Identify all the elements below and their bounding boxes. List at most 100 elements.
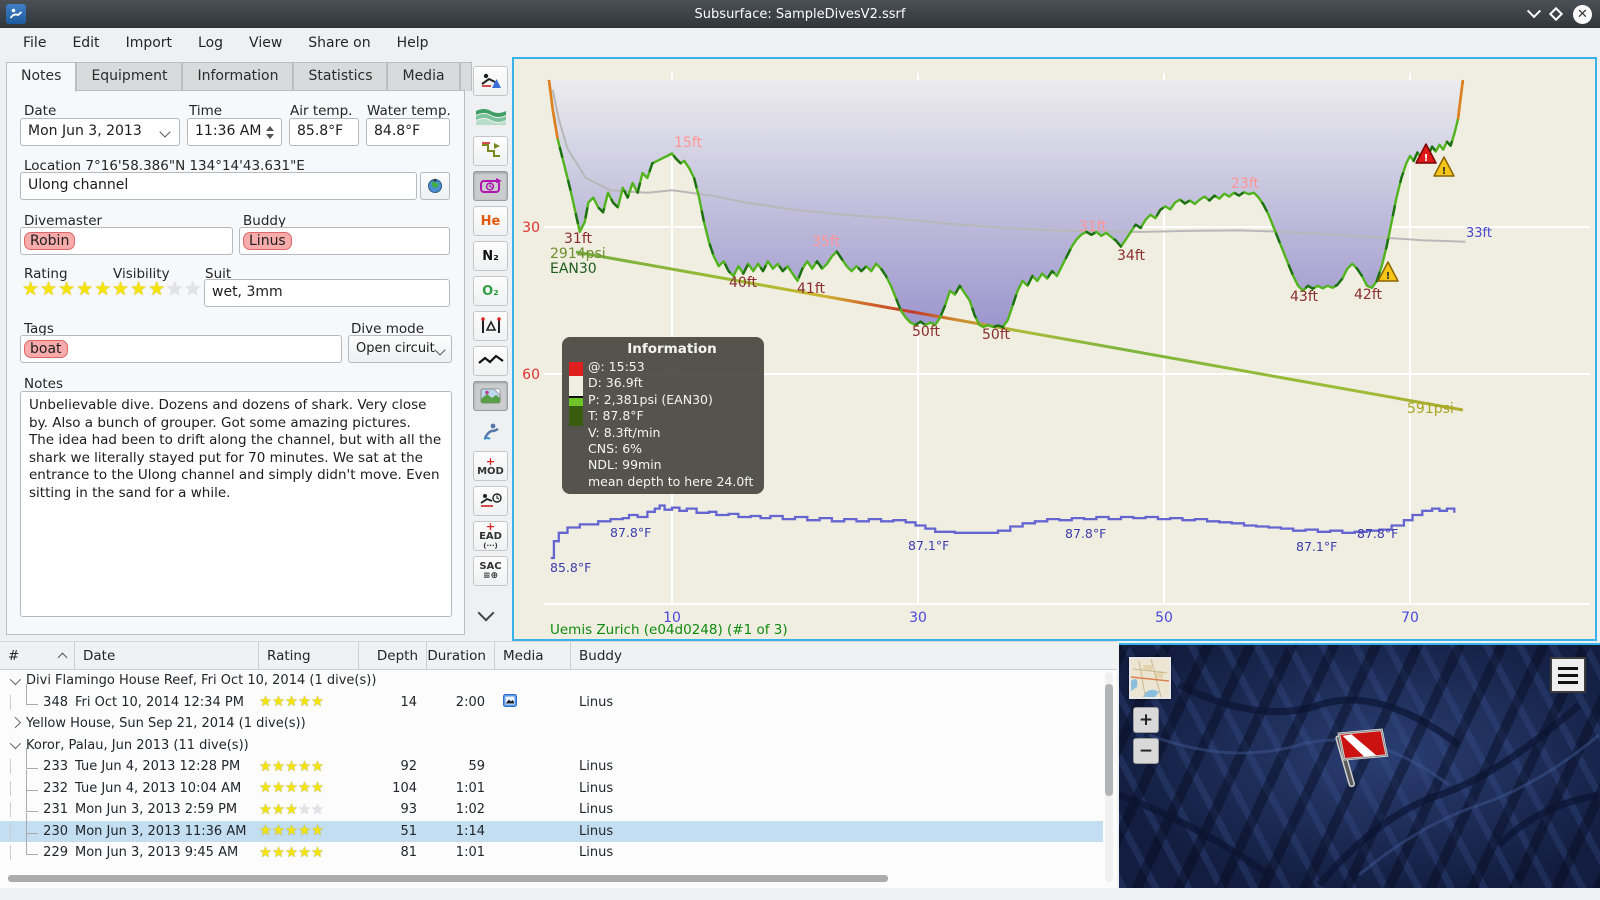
tab-equipment[interactable]: Equipment	[76, 62, 183, 91]
sort-ascending-icon	[57, 652, 68, 662]
close-button[interactable]: ✕	[1573, 4, 1592, 24]
dive-row-230[interactable]: 230 Mon Jun 3, 2013 11:36 AM ★★★★★ 51 1:14 Li…	[0, 812, 1103, 842]
notes-textarea[interactable]: Unbelievable dive. Dozens and dozens of …	[20, 391, 452, 617]
trip-row[interactable]: Koror, Palau, Jun 2013 (11 dive(s))	[0, 735, 1103, 757]
menu-item-edit[interactable]: Edit	[72, 34, 100, 51]
toolbar-scroll-down-icon[interactable]	[477, 604, 495, 622]
dc-reported-ceiling-button[interactable]	[473, 171, 508, 201]
tab-statistics[interactable]: Statistics	[293, 62, 388, 91]
show-photos-button[interactable]	[473, 381, 508, 411]
tab-media[interactable]: Media	[387, 62, 460, 91]
menu-item-import[interactable]: Import	[125, 34, 173, 51]
svg-text:35ft: 35ft	[812, 234, 840, 250]
dive-number: 231	[0, 791, 75, 818]
map-ridges	[1119, 681, 1600, 888]
map-globe-button[interactable]	[420, 172, 450, 200]
trip-row[interactable]: Divi Flamingo House Reef, Fri Oct 10, 20…	[0, 670, 1103, 692]
collapse-icon[interactable]	[9, 673, 22, 685]
n2-graph-button[interactable]: N₂	[473, 241, 508, 271]
watertemp-field[interactable]: 84.8°F	[366, 118, 450, 146]
svg-text:34ft: 34ft	[1117, 248, 1145, 264]
menu-item-view[interactable]: View	[249, 34, 283, 51]
expand-icon[interactable]	[9, 716, 22, 728]
column-header-date[interactable]: Date	[75, 642, 259, 669]
info-row: V: 8.3ft/min	[588, 424, 661, 440]
buddy-tag: Linus	[243, 232, 292, 250]
svg-text:30: 30	[909, 610, 927, 626]
map-zoom-out-button[interactable]: −	[1133, 738, 1159, 764]
maximize-button[interactable]	[1548, 6, 1564, 22]
dive-flag-marker[interactable]	[1319, 703, 1399, 793]
divelist-vscroll-handle[interactable]	[1105, 684, 1113, 796]
menu-item-file[interactable]: File	[23, 34, 47, 51]
time-spinner[interactable]	[266, 126, 274, 139]
tab-e[interactable]: E	[459, 62, 472, 91]
notes-tab-content: Date Mon Jun 3, 2013 Time 11:36 AM Air t…	[6, 90, 465, 635]
dive-row-231[interactable]: 231 Mon Jun 3, 2013 2:59 PM ★★★★★ 93 1:02 Lin…	[0, 791, 1103, 821]
svg-text:!: !	[1424, 153, 1429, 164]
svg-text:30: 30	[522, 220, 540, 236]
svg-text:42ft: 42ft	[1354, 287, 1382, 303]
menu-bar: File Edit Import Log View Share on Help	[0, 28, 1600, 57]
divelist-hscroll-handle[interactable]	[8, 875, 888, 882]
date-field[interactable]: Mon Jun 3, 2013	[20, 118, 180, 146]
dive-duration: 1:01	[455, 780, 485, 796]
tags-field[interactable]: boat	[20, 335, 342, 363]
scenery-waves-icon[interactable]	[473, 101, 508, 131]
divemaster-label: Divemaster	[24, 213, 103, 229]
he-graph-button[interactable]: He	[473, 206, 508, 236]
dive-row-229[interactable]: 229 Mon Jun 3, 2013 9:45 AM ★★★★★ 81 1:01 Lin…	[0, 834, 1103, 864]
menu-item-help[interactable]: Help	[396, 34, 429, 51]
buddy-field[interactable]: Linus	[239, 227, 450, 255]
dc-ceiling-button[interactable]	[473, 136, 508, 166]
svg-text:!: !	[1442, 166, 1447, 177]
trip-row[interactable]: Yellow House, Sun Sep 21, 2014 (1 dive(s…	[0, 713, 1103, 735]
minimize-button[interactable]	[1526, 4, 1542, 19]
time-field[interactable]: 11:36 AM	[187, 118, 282, 146]
window-right-frame	[1597, 57, 1600, 641]
dive-row-233[interactable]: 233 Tue Jun 4, 2013 12:28 PM ★★★★★ 92 59 Linu…	[0, 748, 1103, 778]
o2-graph-button[interactable]: O₂	[473, 276, 508, 306]
deco-time-button[interactable]	[473, 486, 508, 516]
divemaster-field[interactable]: Robin	[20, 227, 233, 255]
dive-number: 229	[0, 834, 75, 861]
location-field[interactable]: Ulong channel	[20, 172, 417, 200]
menu-item-share-on[interactable]: Share on	[308, 34, 371, 51]
map-layers-button[interactable]	[1129, 657, 1171, 699]
diver-button[interactable]	[473, 417, 508, 447]
dive-row-348[interactable]: 348 Fri Oct 10, 2014 12:34 PM ★★★★★ 14 2:00 L…	[0, 683, 1103, 714]
heart-rate-button[interactable]	[473, 346, 508, 376]
column-header-media[interactable]: Media	[495, 642, 571, 669]
info-row: P: 2,381psi (EAN30)	[588, 391, 713, 407]
heart-rate-icon	[477, 354, 504, 364]
dive-list-header: # Date Rating Depth Duration Media Buddy	[0, 642, 1117, 670]
menu-item-log[interactable]: Log	[198, 34, 224, 51]
dive-row-232[interactable]: 232 Tue Jun 4, 2013 10:04 AM ★★★★★ 104 1:01 L…	[0, 769, 1103, 800]
calculated-ceiling-button[interactable]	[473, 66, 508, 96]
visibility-stars[interactable]: ★★★★★	[112, 278, 203, 300]
dive-duration: 2:00	[455, 694, 485, 710]
column-header-rating[interactable]: Rating	[259, 642, 359, 669]
svg-text:87.8°F: 87.8°F	[610, 525, 651, 540]
suit-field[interactable]: wet, 3mm	[204, 279, 450, 307]
ead-button[interactable]: + EAD (···)	[473, 521, 508, 551]
column-header-num[interactable]: #	[0, 642, 75, 669]
airtemp-field[interactable]: 85.8°F	[289, 118, 359, 146]
tab-information[interactable]: Information	[182, 62, 294, 91]
map-zoom-in-button[interactable]: +	[1133, 707, 1159, 733]
rating-stars[interactable]: ★★★★★	[22, 278, 113, 300]
sac-button[interactable]: SAC ≡⊕	[473, 556, 508, 586]
collapse-icon[interactable]	[9, 738, 22, 750]
dive-date: Mon Jun 3, 2013 11:36 AM	[75, 823, 247, 839]
column-header-depth[interactable]: Depth	[359, 642, 427, 669]
column-header-duration[interactable]: Duration	[427, 642, 495, 669]
divemode-select[interactable]: Open circuit	[348, 335, 452, 363]
mod-button[interactable]: + MOD	[473, 451, 508, 481]
ruler-button[interactable]	[473, 311, 508, 341]
tab-notes[interactable]: Notes	[6, 62, 77, 92]
column-header-buddy[interactable]: Buddy	[579, 647, 622, 664]
dive-site-map[interactable]: + −	[1119, 643, 1600, 888]
diver-ascent-icon	[480, 73, 501, 88]
map-menu-button[interactable]	[1550, 657, 1586, 693]
